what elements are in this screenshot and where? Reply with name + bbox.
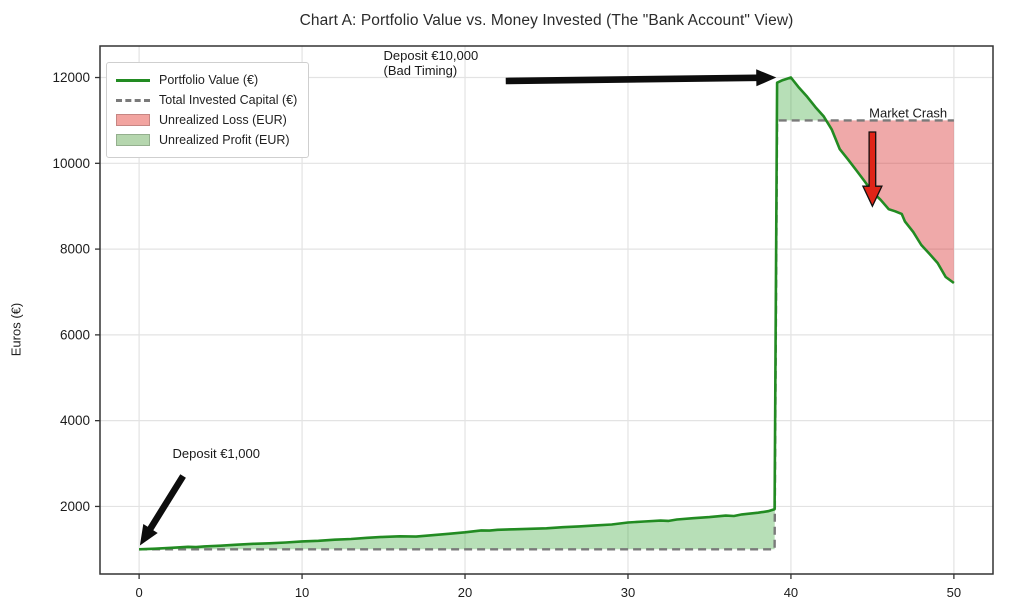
y-tick-label: 8000 xyxy=(60,242,90,257)
y-tick-label: 2000 xyxy=(60,499,90,514)
legend-swatch-portfolio-value xyxy=(116,78,150,82)
y-axis-label: Euros (€) xyxy=(8,302,24,357)
legend-label-unrealized-profit-eur: Unrealized Profit (EUR) xyxy=(159,133,290,147)
market-crash-arrow xyxy=(861,131,883,208)
legend-item-total-invested-capital: Total Invested Capital (€) xyxy=(116,90,297,110)
y-tick-label: 4000 xyxy=(60,413,90,428)
y-tick-label: 10000 xyxy=(52,156,90,171)
legend-swatch-total-invested-capital xyxy=(116,98,150,102)
legend-item-unrealized-loss-eur: Unrealized Loss (EUR) xyxy=(116,110,297,130)
legend-swatch-unrealized-loss-eur xyxy=(116,114,150,126)
deposit-1000-label: Deposit €1,000 xyxy=(173,446,260,461)
market-crash-label: Market Crash xyxy=(869,105,947,120)
x-tick-label: 10 xyxy=(295,585,309,600)
x-tick-label: 0 xyxy=(135,585,142,600)
legend-label-unrealized-loss-eur: Unrealized Loss (EUR) xyxy=(159,113,287,127)
legend-item-portfolio-value: Portfolio Value (€) xyxy=(116,70,297,90)
x-tick-label: 40 xyxy=(784,585,798,600)
deposit-10000-arrow xyxy=(505,69,777,87)
legend-item-unrealized-profit-eur: Unrealized Profit (EUR) xyxy=(116,130,297,150)
deposit-1000-arrow xyxy=(139,474,186,546)
deposit-10000-label: Deposit €10,000 xyxy=(384,48,479,63)
legend: Portfolio Value (€) Total Invested Capita… xyxy=(106,62,310,158)
legend-label-total-invested-capital: Total Invested Capital (€) xyxy=(159,93,298,107)
x-tick-label: 50 xyxy=(947,585,961,600)
x-tick-label: 30 xyxy=(621,585,635,600)
legend-swatch-unrealized-profit-eur xyxy=(116,134,150,146)
x-tick-label: 20 xyxy=(458,585,472,600)
y-tick-label: 6000 xyxy=(60,327,90,342)
legend-label-portfolio-value: Portfolio Value (€) xyxy=(159,73,259,87)
y-tick-label: 12000 xyxy=(52,70,90,85)
plot-border xyxy=(99,45,994,575)
deposit-10000-label: (Bad Timing) xyxy=(384,63,458,78)
chart-title: Chart A: Portfolio Value vs. Money Inves… xyxy=(299,12,794,29)
